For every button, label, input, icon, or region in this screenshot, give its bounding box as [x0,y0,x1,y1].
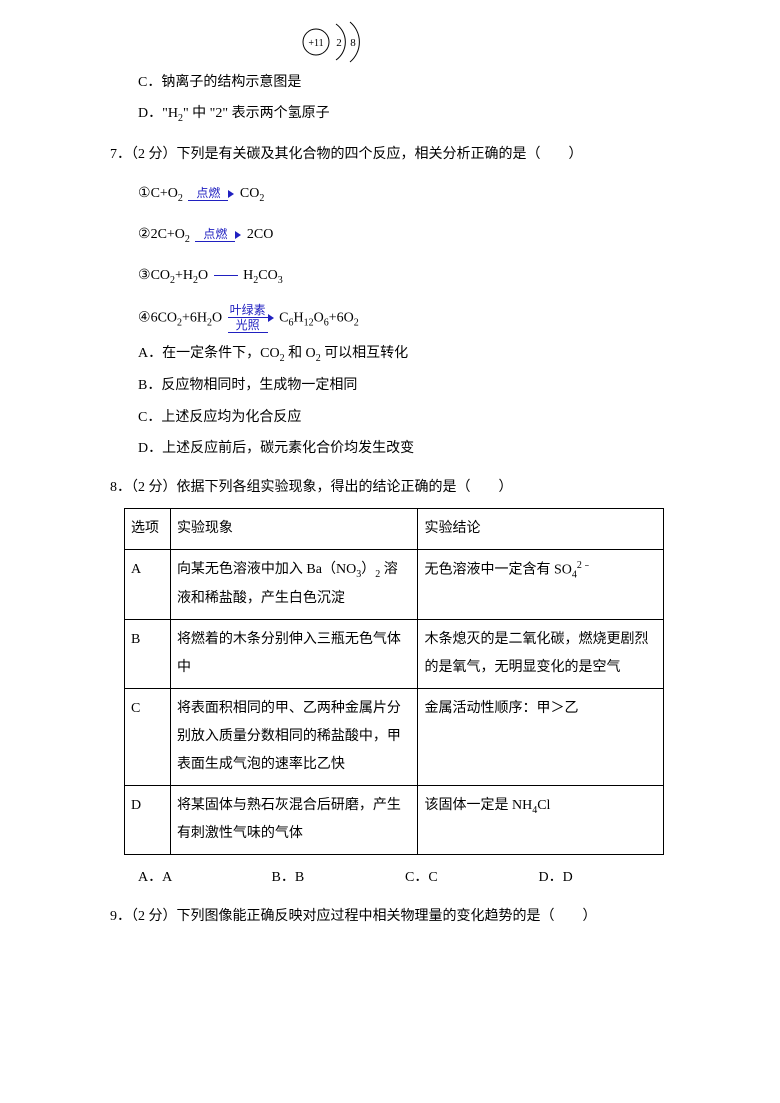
shell-1: 2 [336,37,342,49]
q7-stem: 7．（2 分）下列是有关碳及其化合物的四个反应，相关分析正确的是（ ） [110,142,670,167]
q7-option-a: A．在一定条件下，CO2 和 O2 可以相互转化 [138,341,670,368]
eq2-idx: ② [138,227,151,242]
ans-d: D．D [539,865,669,890]
eq1-rhs-sub: 2 [259,193,264,204]
cell-phenom: 将燃着的木条分别伸入三瓶无色气体中 [170,619,418,688]
table-row: C 将表面积相同的甲、乙两种金属片分别放入质量分数相同的稀盐酸中，甲表面生成气泡… [125,688,664,785]
eq3-p1: CO [151,268,170,283]
q8-number: 8．（2 分） [110,480,177,495]
ans-a: A．A [138,865,268,890]
q9-number: 9．（2 分） [110,909,177,924]
sodium-ion-diagram: +11 2 8 [298,14,370,79]
arrow-photosynth-icon: 叶绿素光照 [228,304,268,333]
eq1-lhs-sub: 2 [178,193,183,204]
eq1-rhs: CO [240,186,259,201]
q6-option-d: D．"H2" 中 "2" 表示两个氢原子 [138,101,670,128]
eq4-rs4: 2 [354,317,359,328]
table-row: D 将某固体与熟石灰混合后研磨，产生有刺激性气味的气体 该固体一定是 NH4Cl [125,785,664,854]
option-d-text: D．"H2" 中 "2" 表示两个氢原子 [138,106,330,121]
cell-opt: A [125,550,171,620]
eq4-r4: +6O [329,310,354,325]
q7-eq3: ③CO2+H2O H2CO3 [138,263,670,290]
cell-phenom: 将表面积相同的甲、乙两种金属片分别放入质量分数相同的稀盐酸中，甲表面生成气泡的速… [170,688,418,785]
q9-text: 下列图像能正确反映对应过程中相关物理量的变化趋势的是（ ） [177,909,597,924]
q7-eq1: ①C+O2 点燃 CO2 [138,181,670,208]
cell-phenom: 将某固体与熟石灰混合后研磨，产生有刺激性气味的气体 [170,785,418,854]
cell-opt: B [125,619,171,688]
eq2-rhs: 2CO [247,227,273,242]
q8-stem: 8．（2 分）依据下列各组实验现象，得出的结论正确的是（ ） [110,475,670,500]
shell-2: 8 [350,37,356,49]
option-c-text: C．钠离子的结构示意图是 [138,75,301,90]
eq4-r1: C [279,310,288,325]
arrow-tip-icon [235,231,241,239]
eq4-r3: O [314,310,324,325]
arrow-tip-icon [228,190,234,198]
ans-b: B．B [272,865,402,890]
eq4-p1: 6CO [151,310,177,325]
eq2-lhs: 2C+O [151,227,185,242]
eq4-idx: ④ [138,310,151,325]
ans-c: C．C [405,865,535,890]
eq3-r1: H [243,268,253,283]
cell-concl: 该固体一定是 NH4Cl [418,785,664,854]
q8-table: 选项 实验现象 实验结论 A 向某无色溶液中加入 Ba（NO3）2 溶液和稀盐酸… [124,508,664,855]
equals-line-icon [214,275,238,276]
cell-concl: 无色溶液中一定含有 SO42﹣ [418,550,664,620]
q8-answer-row: A．A B．B C．C D．D [138,865,670,890]
q7-eq4: ④6CO2+6H2O 叶绿素光照 C6H12O6+6O2 [138,304,670,333]
eq3-p3: O [198,268,208,283]
eq4-r2: H [294,310,304,325]
table-header-row: 选项 实验现象 实验结论 [125,509,664,550]
arrow-combust-icon: 点燃 [188,187,228,201]
arrow-combust-icon: 点燃 [195,228,235,242]
eq4-rs2: 12 [304,317,314,328]
q7-text: 下列是有关碳及其化合物的四个反应，相关分析正确的是（ ） [177,147,583,162]
eq3-r2: CO [258,268,277,283]
q7-eq2: ②2C+O2 点燃 2CO [138,222,670,249]
nucleus-label: +11 [308,38,323,49]
cell-opt: C [125,688,171,785]
table-row: A 向某无色溶液中加入 Ba（NO3）2 溶液和稀盐酸，产生白色沉淀 无色溶液中… [125,550,664,620]
q8-text: 依据下列各组实验现象，得出的结论正确的是（ ） [177,480,513,495]
cell-concl: 木条熄灭的是二氧化碳，燃烧更剧烈的是氧气，无明显变化的是空气 [418,619,664,688]
eq2-lhs-sub: 2 [185,234,190,245]
eq4-p3: O [212,310,222,325]
q6-option-c: C．钠离子的结构示意图是 +11 2 8 [138,70,670,95]
q9-stem: 9．（2 分）下列图像能正确反映对应过程中相关物理量的变化趋势的是（ ） [110,904,670,929]
table-row: B 将燃着的木条分别伸入三瓶无色气体中 木条熄灭的是二氧化碳，燃烧更剧烈的是氧气… [125,619,664,688]
cell-phenom: 向某无色溶液中加入 Ba（NO3）2 溶液和稀盐酸，产生白色沉淀 [170,550,418,620]
q7-option-c: C．上述反应均为化合反应 [138,405,670,430]
eq4-p2: +6H [182,310,207,325]
eq1-idx: ① [138,186,151,201]
q7-option-b: B．反应物相同时，生成物一定相同 [138,373,670,398]
q7-option-d: D．上述反应前后，碳元素化合价均发生改变 [138,436,670,461]
eq3-p2: +H [175,268,193,283]
eq1-lhs: C+O [151,186,178,201]
cell-concl: 金属活动性顺序：甲＞乙 [418,688,664,785]
eq3-rs2: 3 [278,275,283,286]
cell-opt: D [125,785,171,854]
header-concl: 实验结论 [418,509,664,550]
arrow-tip-icon [268,314,274,322]
page-content: C．钠离子的结构示意图是 +11 2 8 D．"H2" 中 "2" 表示两个氢原… [110,70,670,929]
header-phenom: 实验现象 [170,509,418,550]
header-opt: 选项 [125,509,171,550]
q7-number: 7．（2 分） [110,147,177,162]
eq3-idx: ③ [138,268,151,283]
